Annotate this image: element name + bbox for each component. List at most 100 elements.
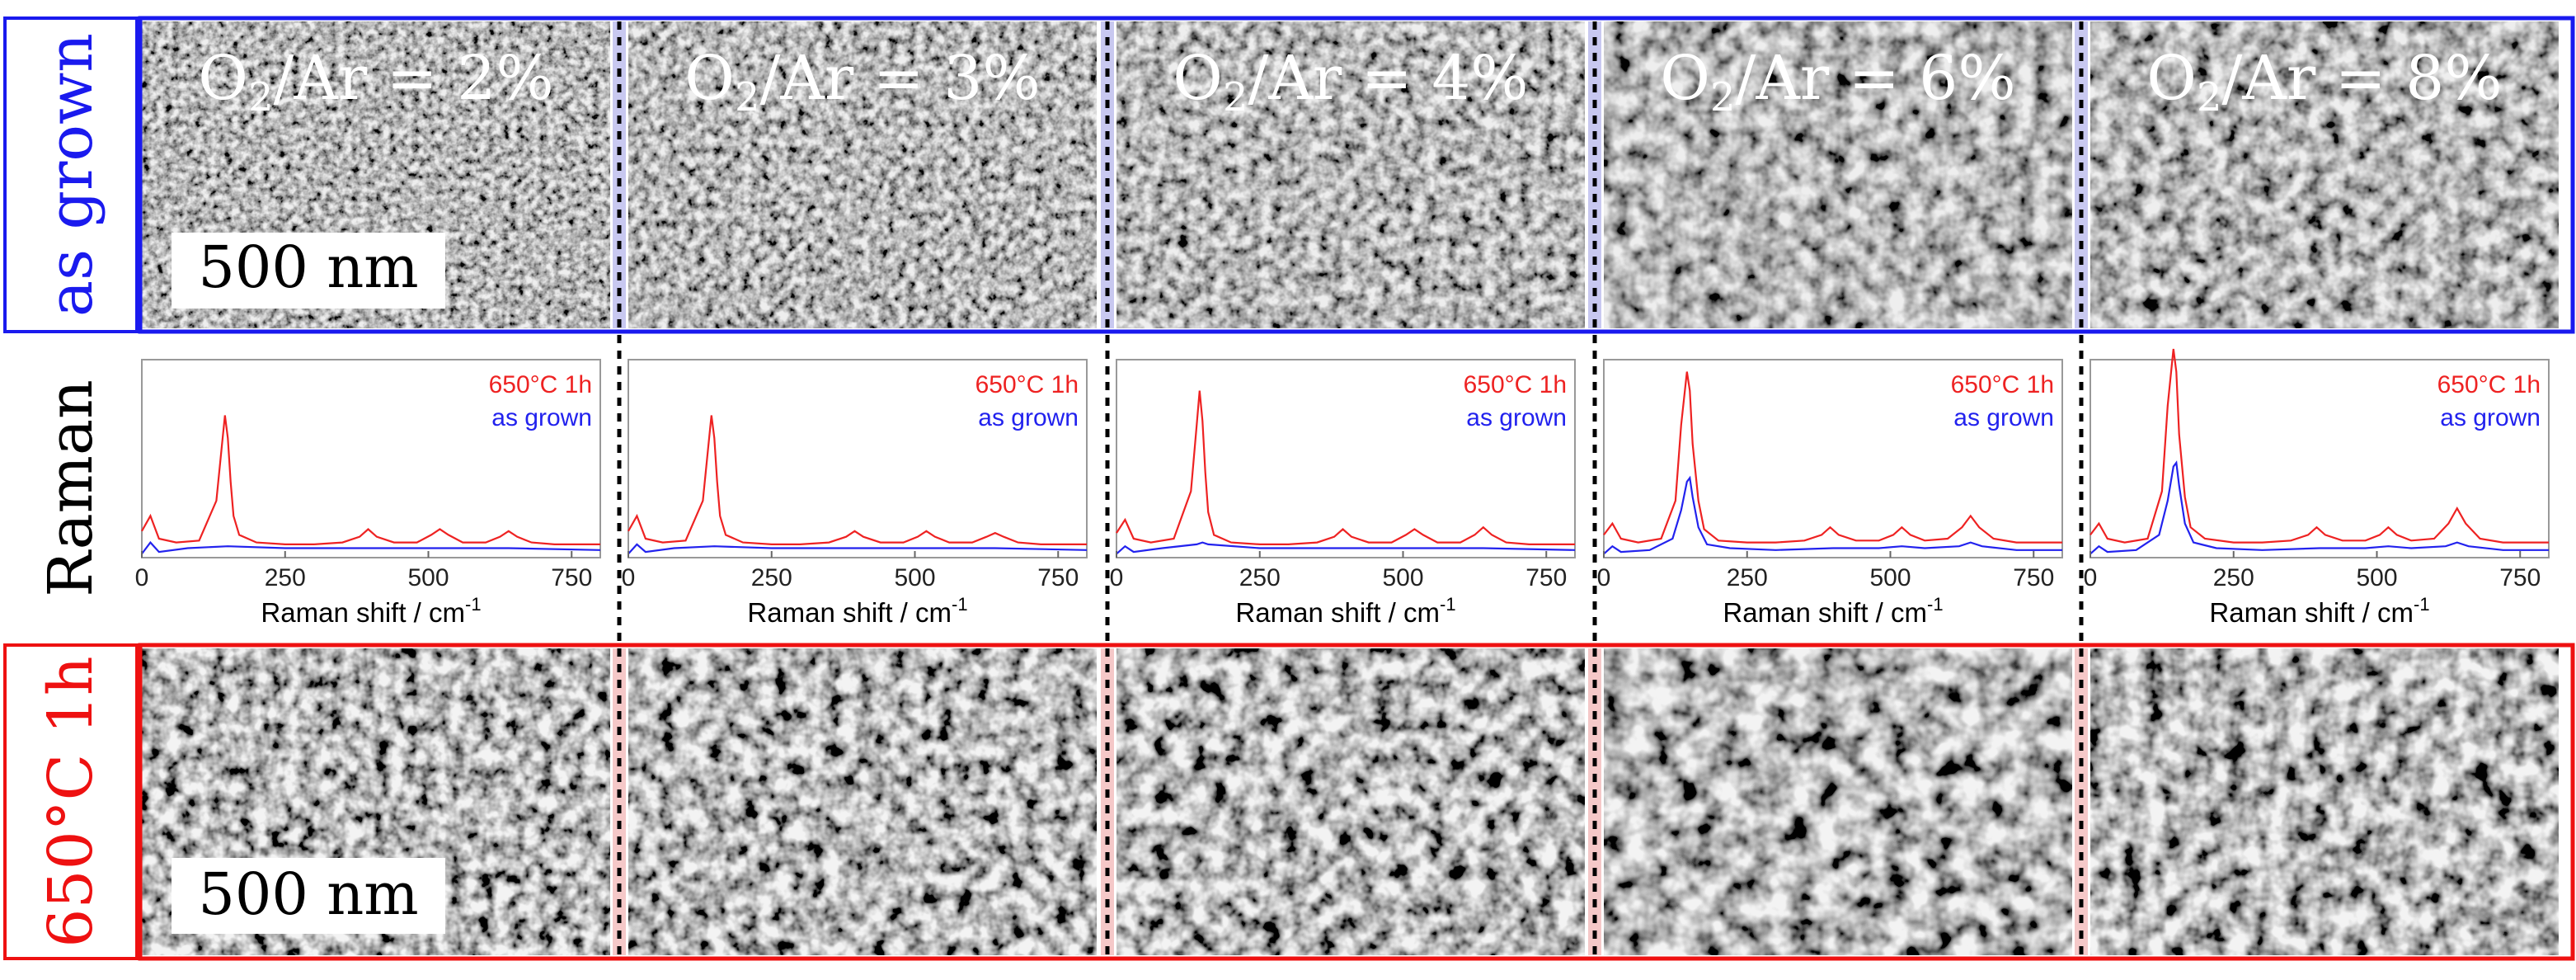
- plot-frame: [628, 359, 1088, 558]
- condition-label-5: O2/Ar = 8%: [2146, 43, 2502, 120]
- annealed-sem-row: 500 nm: [142, 648, 2559, 955]
- as-grown-label-box: [3, 16, 139, 333]
- x-axis-label: Raman shift / cm-1: [1235, 594, 1455, 628]
- raman-row: 650°C 1h as grown 0 250 500 750 Raman shift / …: [135, 348, 2550, 628]
- condition-label-4: O2/Ar = 6%: [1660, 43, 2015, 120]
- x-tick-label: 500: [1382, 564, 1423, 591]
- legend-annealed: 650°C 1h: [1464, 371, 1567, 398]
- x-tick-label: 750: [1525, 564, 1567, 591]
- separator-bottom-4: [2075, 648, 2088, 955]
- x-tick-label: 250: [751, 564, 792, 591]
- x-tick-label: 0: [622, 564, 636, 591]
- x-axis-label-superscript: -1: [1440, 594, 1456, 615]
- condition-o-letter: O: [198, 43, 248, 114]
- condition-subscript: 2: [1223, 74, 1248, 120]
- plot-frame: [2089, 359, 2550, 558]
- x-tick-label: 250: [2213, 564, 2254, 591]
- condition-ratio: /Ar = 4%: [1248, 43, 1529, 114]
- condition-o-letter: O: [684, 43, 735, 114]
- x-axis-label-text: Raman shift / cm: [1723, 597, 1927, 628]
- legend-as-grown: as grown: [1953, 404, 2054, 431]
- sem-as-grown-panel-3: O2/Ar = 4%: [1116, 21, 1585, 328]
- condition-label-2: O2/Ar = 3%: [684, 43, 1040, 120]
- x-axis-label-superscript: -1: [465, 594, 482, 615]
- x-tick-label: 500: [407, 564, 449, 591]
- series-line-as-grown: [2089, 460, 2549, 555]
- legend-annealed: 650°C 1h: [975, 371, 1079, 398]
- scale-bar-label: 500 nm: [198, 233, 418, 301]
- as-grown-sem-row: O2/Ar = 2% O2/Ar = 3% O2/Ar = 4% O2/Ar = 6%…: [142, 21, 2559, 328]
- condition-subscript: 2: [735, 74, 760, 120]
- sem-as-grown-panel-5: O2/Ar = 8%: [2090, 21, 2559, 328]
- series-line-annealed: [1116, 390, 1575, 545]
- condition-label-1: O2/Ar = 2%: [198, 43, 553, 120]
- legend-as-grown: as grown: [491, 404, 592, 431]
- sem-annealed-panel-4: [1604, 648, 2072, 955]
- scale-bar-label: 500 nm: [198, 860, 418, 928]
- x-tick-label: 750: [2499, 564, 2541, 591]
- x-axis-label-text: Raman shift / cm: [2209, 597, 2414, 628]
- sem-annealed-panel-5: [2090, 648, 2559, 955]
- condition-o-letter: O: [1173, 43, 1223, 114]
- series-line-as-grown: [628, 543, 1088, 555]
- separator-bottom-2: [1101, 648, 1114, 955]
- row-label-as-grown: as grown: [35, 33, 106, 317]
- separator-top-1: [613, 21, 626, 328]
- x-axis-label-text: Raman shift / cm: [1235, 597, 1440, 628]
- x-tick-label: 0: [1110, 564, 1124, 591]
- x-tick-label: 500: [1869, 564, 1911, 591]
- row-label-annealed: 650°C 1h: [35, 656, 106, 947]
- x-tick-label: 250: [1239, 564, 1281, 591]
- condition-subscript: 2: [1710, 74, 1736, 120]
- plot-frame: [1603, 359, 2063, 558]
- legend-annealed: 650°C 1h: [1951, 371, 2054, 398]
- condition-ratio: /Ar = 2%: [274, 43, 554, 114]
- condition-o-letter: O: [1660, 43, 1710, 114]
- separator-bottom-1: [613, 648, 626, 955]
- series-line-as-grown: [141, 540, 601, 555]
- x-tick-label: 750: [551, 564, 592, 591]
- x-tick-label: 250: [1727, 564, 1768, 591]
- series-line-annealed: [141, 415, 600, 545]
- series-line-as-grown: [1116, 541, 1576, 555]
- legend-as-grown: as grown: [2440, 404, 2541, 431]
- series-line-annealed: [1603, 371, 2062, 544]
- series-line-annealed: [2089, 348, 2549, 544]
- as-grown-row-frame: [138, 16, 2575, 334]
- raman-chart-2: 650°C 1h as grown 0 250 500 750 Raman shift / …: [622, 359, 1088, 628]
- raman-chart-5: 650°C 1h as grown 0 250 500 750 Raman shift / …: [2084, 348, 2550, 628]
- x-tick-label: 250: [265, 564, 306, 591]
- sem-annealed-panel-2: [628, 648, 1097, 955]
- x-axis-label: Raman shift / cm-1: [1723, 594, 1943, 628]
- raman-chart-1: 650°C 1h as grown 0 250 500 750 Raman shift / …: [135, 359, 601, 628]
- sem-as-grown-panel-2: O2/Ar = 3%: [628, 21, 1097, 328]
- row-labels: as grown Raman 650°C 1h: [3, 16, 139, 960]
- x-axis-label: Raman shift / cm-1: [747, 594, 967, 628]
- x-tick-label: 500: [2356, 564, 2397, 591]
- row-label-raman: Raman: [35, 379, 106, 596]
- x-axis-label: Raman shift / cm-1: [261, 594, 481, 628]
- raman-chart-3: 650°C 1h as grown 0 250 500 750 Raman shift / …: [1110, 359, 1576, 628]
- legend-as-grown: as grown: [978, 404, 1079, 431]
- x-tick-label: 0: [1597, 564, 1611, 591]
- raman-chart-4: 650°C 1h as grown 0 250 500 750 Raman shift / …: [1597, 359, 2063, 628]
- x-axis-label-text: Raman shift / cm: [747, 597, 952, 628]
- legend-annealed: 650°C 1h: [2437, 371, 2541, 398]
- separator-top-3: [1588, 21, 1601, 328]
- legend-as-grown: as grown: [1466, 404, 1567, 431]
- sem-as-grown-panel-4: O2/Ar = 6%: [1604, 21, 2072, 328]
- x-axis-label-superscript: -1: [1927, 594, 1944, 615]
- condition-ratio: /Ar = 8%: [2222, 43, 2503, 114]
- series-line-annealed: [628, 415, 1087, 545]
- x-tick-label: 0: [135, 564, 149, 591]
- series-line-as-grown: [1603, 475, 2062, 555]
- x-axis-label-text: Raman shift / cm: [261, 597, 465, 628]
- separator-bottom-3: [1588, 648, 1601, 955]
- legend-annealed: 650°C 1h: [489, 371, 592, 398]
- separator-top-2: [1101, 21, 1114, 328]
- x-tick-label: 750: [1037, 564, 1079, 591]
- condition-subscript: 2: [2197, 74, 2222, 120]
- scale-bar-annealed: 500 nm: [172, 858, 445, 934]
- condition-o-letter: O: [2146, 43, 2197, 114]
